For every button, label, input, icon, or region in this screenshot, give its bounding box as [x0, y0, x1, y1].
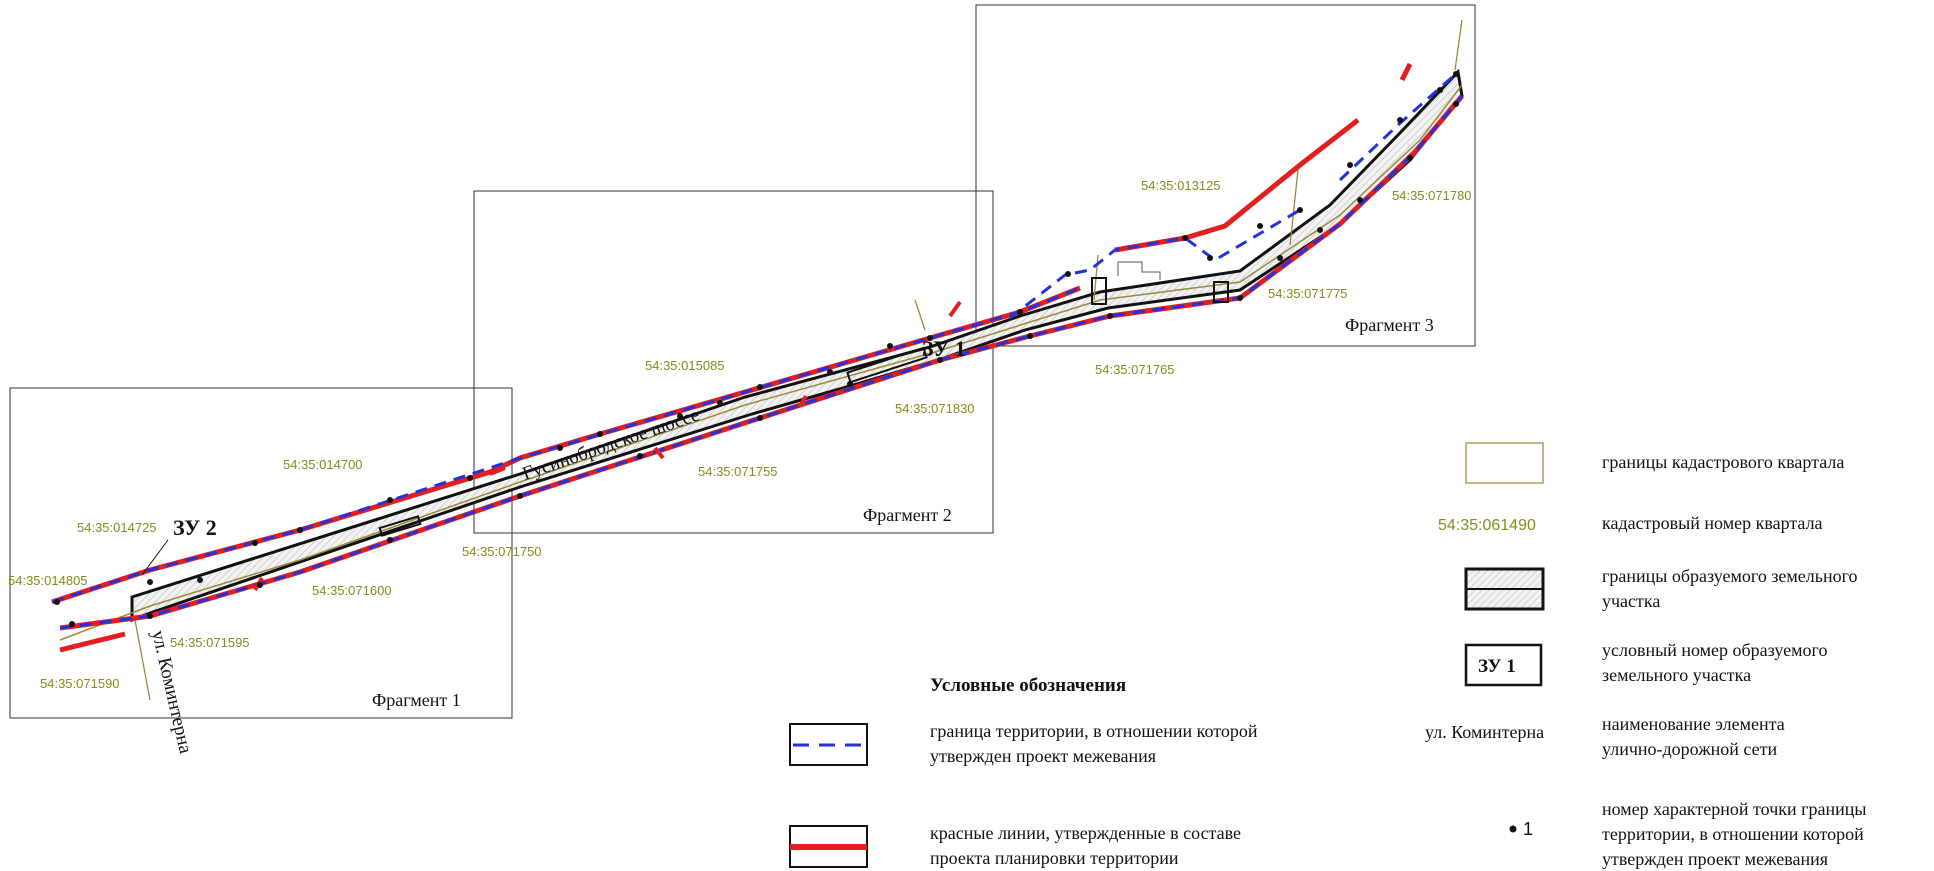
cad-number-071600: 54:35:071600 [312, 583, 392, 598]
building-contour-3 [1091, 277, 1107, 305]
cadastral-boundary-vertical [1289, 169, 1299, 246]
blue-boundary-north [51, 286, 1081, 604]
cad-number-014725: 54:35:014725 [77, 520, 157, 535]
road-corridor [51, 19, 1464, 701]
cad-number-071595: 54:35:071595 [170, 635, 250, 650]
cad-number-071780: 54:35:071780 [1392, 188, 1472, 203]
red-line-branch-north [1114, 118, 1360, 253]
red-tick-6 [798, 394, 808, 408]
cad-number-071765: 54:35:071765 [1095, 362, 1175, 377]
legend-red-lines-text-1: красные линии, утвержденные в составе [930, 823, 1241, 843]
cad-number-071590: 54:35:071590 [40, 676, 120, 691]
building-contour-2 [378, 515, 422, 537]
legend-point-symbol [1509, 825, 1517, 833]
cad-number-071775: 54:35:071775 [1268, 286, 1348, 301]
fragment-3-label: Фрагмент 3 [1345, 315, 1434, 335]
legend-point-text-1: номер характерной точки границы [1602, 799, 1867, 819]
blue-boundary-branch [1009, 208, 1301, 320]
legend-plot-bounds-text-1: границы образуемого земельного [1602, 566, 1858, 586]
red-tick-3 [489, 466, 506, 476]
legend-boundary-text-2: утвержден проект межевания [930, 746, 1156, 766]
building-outline [1117, 261, 1161, 280]
legend-street-text-2: улично-дорожной сети [1602, 739, 1777, 759]
blue-boundary-branch-2 [1338, 70, 1459, 182]
red-line-south [59, 94, 1464, 631]
building-contour-4 [1213, 281, 1229, 303]
legend-point-text-2: территории, в отношении которой [1602, 824, 1864, 844]
cadastral-boundary-north [1454, 19, 1463, 71]
cad-number-015085: 54:35:015085 [645, 358, 725, 373]
fragment-1-label: Фрагмент 1 [372, 690, 461, 710]
legend-cadastral-block-text: границы кадастрового квартала [1602, 452, 1844, 472]
blue-boundary-south [59, 95, 1464, 630]
building-contour-1 [846, 346, 928, 384]
legend-cadastral-number-text: кадастровый номер квартала [1602, 513, 1823, 533]
legend-street-text-1: наименование элемента [1602, 714, 1785, 734]
legend-point-sample: 1 [1523, 819, 1533, 839]
legend-plot-number-text-1: условный номер образуемого [1602, 640, 1827, 660]
legend-plot-number-symbol [1464, 643, 1543, 687]
legend-plot-number-text-2: земельного участка [1602, 665, 1751, 685]
red-tick-4 [653, 446, 665, 460]
fragment-2-frame [473, 190, 994, 534]
legend: Условные обозначения граница территории,… [789, 442, 1867, 869]
red-tick-2 [948, 300, 962, 318]
plot-number-zu2: ЗУ 2 [173, 515, 217, 540]
cad-number-014700: 54:35:014700 [283, 457, 363, 472]
legend-cadastral-block-symbol [1465, 442, 1544, 484]
cad-number-014805: 54:35:014805 [8, 573, 88, 588]
legend-point-text-3: утвержден проект межевания [1602, 849, 1828, 869]
cadastral-boundary-v3 [914, 299, 926, 331]
legend-street-sample: ул. Коминтерна [1425, 722, 1544, 742]
cad-number-071755: 54:35:071755 [698, 464, 778, 479]
plot-number-zu1: ЗУ 1 [922, 336, 966, 361]
red-tick-1 [59, 631, 126, 653]
legend-plot-number-sample: ЗУ 1 [1478, 656, 1516, 677]
cadastral-boundary-center [59, 84, 1463, 641]
cad-number-013125: 54:35:013125 [1141, 178, 1221, 193]
legend-plot-bounds-text-2: участка [1602, 591, 1660, 611]
zu2-leader-line [141, 539, 169, 576]
red-line-spur [1399, 62, 1413, 82]
fragment-2-label: Фрагмент 2 [863, 505, 952, 525]
legend-title: Условные обозначения [930, 675, 1126, 696]
legend-cadastral-number-sample: 54:35:061490 [1438, 517, 1536, 534]
fragment-1-frame [9, 387, 513, 719]
legend-boundary-text-1: граница территории, в отношении которой [930, 721, 1258, 741]
boundary-points [54, 71, 1459, 627]
cad-number-071830: 54:35:071830 [895, 401, 975, 416]
fragment-3-frame [975, 4, 1476, 347]
legend-red-lines-text-2: проекта планировки территории [930, 848, 1179, 868]
kominterna-boundary [134, 619, 151, 701]
cad-number-071750: 54:35:071750 [462, 544, 542, 559]
